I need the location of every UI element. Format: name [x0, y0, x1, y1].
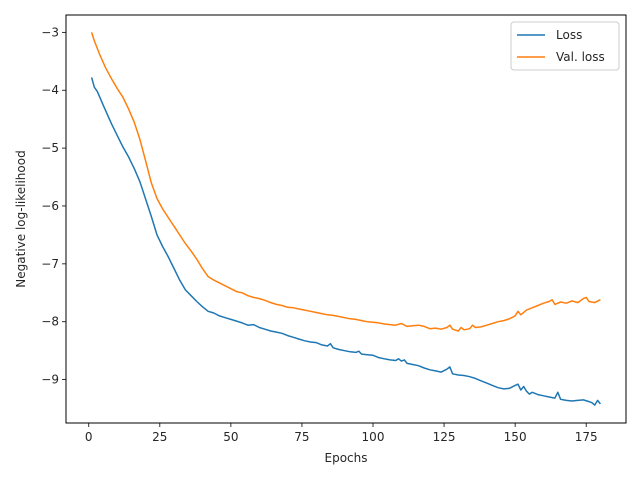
x-tick-label: 175 [575, 430, 598, 444]
y-tick-label: −6 [41, 199, 59, 213]
plot-lines [90, 32, 601, 406]
x-tick-label: 50 [223, 430, 238, 444]
legend-label-loss: Loss [556, 28, 582, 42]
x-tick-label: 25 [152, 430, 167, 444]
y-tick-label: −8 [41, 315, 59, 329]
y-tick-label: −9 [41, 373, 59, 387]
series-line-0 [90, 77, 601, 406]
x-tick-label: 150 [504, 430, 527, 444]
legend-box [510, 21, 620, 71]
x-tick-label: 100 [362, 430, 385, 444]
x-axis: 0 25 50 75 100 125 150 175 [85, 423, 598, 444]
x-tick-label: 75 [294, 430, 309, 444]
legend-label-val-loss: Val. loss [556, 50, 605, 64]
y-axis-label: Negative log-likelihood [14, 150, 28, 287]
legend: Loss Val. loss [510, 21, 620, 71]
x-tick-label: 125 [433, 430, 456, 444]
y-axis: −9 −8 −7 −6 −5 −4 −3 [41, 25, 66, 387]
plot-frame [65, 14, 627, 424]
x-axis-label: Epochs [325, 451, 368, 465]
y-tick-label: −4 [41, 83, 59, 97]
series-line-1 [90, 32, 601, 332]
y-tick-label: −3 [41, 25, 59, 39]
x-tick-label: 0 [85, 430, 93, 444]
y-tick-label: −5 [41, 141, 59, 155]
y-tick-label: −7 [41, 257, 59, 271]
